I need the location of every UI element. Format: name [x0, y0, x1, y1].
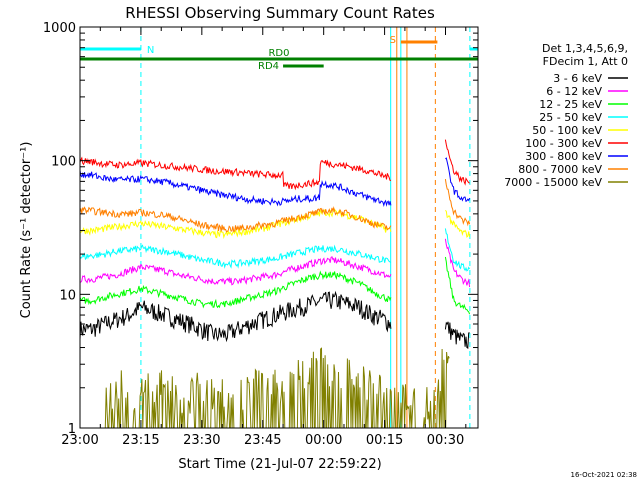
- x-tick-label: 00:15: [366, 433, 403, 448]
- annotation-label-2: RD4: [258, 61, 279, 72]
- legend-label-7: 800 - 7000 keV: [518, 163, 602, 176]
- chart-title: RHESSI Observing Summary Count Rates: [125, 4, 435, 22]
- series-line-7: [444, 179, 471, 227]
- series-line-8: [104, 347, 450, 429]
- series-line-6: [445, 157, 471, 203]
- series-line-0: [79, 290, 392, 343]
- x-axis-label: Start Time (21-Jul-07 22:59:22): [178, 457, 381, 472]
- legend-label-2: 12 - 25 keV: [539, 98, 602, 111]
- series-line-4: [79, 208, 392, 240]
- series-line-4: [445, 210, 471, 238]
- series-line-2: [79, 270, 392, 309]
- series-line-5: [79, 156, 392, 191]
- x-tick-label: 23:45: [244, 433, 281, 448]
- legend-header-line: Det 1,3,4,5,6,9,: [542, 42, 628, 55]
- legend-label-1: 6 - 12 keV: [546, 85, 602, 98]
- series-line-1: [444, 238, 471, 288]
- footer-timestamp: 16-Oct-2021 02:38: [571, 471, 637, 479]
- series-line-3: [79, 244, 392, 269]
- legend-label-8: 7000 - 15000 keV: [504, 176, 602, 189]
- legend-header: Det 1,3,4,5,6,9,FDecim 1, Att 0: [542, 42, 628, 68]
- x-tick-label: 00:30: [427, 433, 464, 448]
- x-tick-label: 23:15: [122, 433, 159, 448]
- x-tick-label: 23:30: [183, 433, 220, 448]
- legend-label-5: 100 - 300 keV: [525, 137, 602, 150]
- series-line-0: [444, 321, 470, 349]
- y-tick-label: 10: [59, 288, 76, 303]
- annotation-label-1: RD0: [268, 48, 289, 59]
- series-line-2: [444, 256, 471, 315]
- y-tick-label: 1000: [43, 21, 76, 36]
- legend-label-3: 25 - 50 keV: [539, 111, 602, 124]
- legend-header-line: FDecim 1, Att 0: [543, 55, 628, 68]
- y-tick-label: 1: [68, 422, 76, 437]
- legend-label-0: 3 - 6 keV: [553, 72, 602, 85]
- annotation-label-3: S: [390, 35, 396, 46]
- series-line-7: [79, 205, 392, 233]
- series-line-5: [444, 139, 470, 186]
- series-line-1: [79, 256, 392, 286]
- x-tick-label: 00:00: [305, 433, 342, 448]
- plot-frame: [79, 26, 479, 429]
- series-line-6: [79, 170, 392, 207]
- legend-label-4: 50 - 100 keV: [532, 124, 602, 137]
- series-line-3: [444, 228, 471, 272]
- legend-label-6: 300 - 800 keV: [525, 150, 602, 163]
- x-tick-label: 23:00: [61, 433, 98, 448]
- y-axis-label: Count Rate (s⁻¹ detector⁻¹): [19, 142, 34, 319]
- y-tick-label: 100: [51, 155, 76, 170]
- annotation-label-0: N: [147, 45, 154, 56]
